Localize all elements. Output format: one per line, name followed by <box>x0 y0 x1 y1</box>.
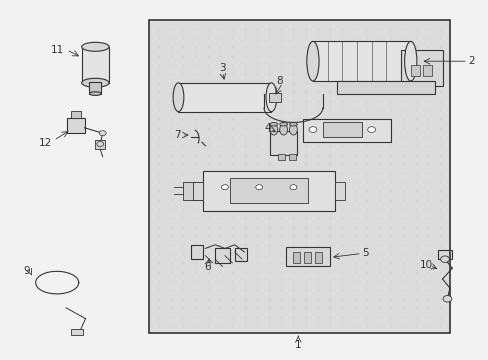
Text: 9: 9 <box>23 266 30 276</box>
Text: 1: 1 <box>294 340 301 350</box>
Text: 6: 6 <box>204 262 211 272</box>
Bar <box>183 182 203 200</box>
Bar <box>234 248 246 261</box>
Bar <box>312 41 410 81</box>
Bar <box>289 154 296 160</box>
Text: 8: 8 <box>276 76 283 86</box>
Circle shape <box>308 127 316 132</box>
Bar <box>67 118 84 133</box>
Bar <box>337 81 434 94</box>
Bar <box>229 178 307 203</box>
Circle shape <box>99 131 106 136</box>
Bar <box>149 20 449 333</box>
Circle shape <box>221 185 228 190</box>
Bar <box>400 50 442 86</box>
Ellipse shape <box>173 83 183 112</box>
Text: 7: 7 <box>173 130 180 140</box>
Bar <box>269 131 297 155</box>
Bar <box>149 20 449 333</box>
Bar <box>422 65 431 76</box>
Bar <box>334 182 344 200</box>
Bar <box>277 154 284 160</box>
Text: 3: 3 <box>219 63 225 73</box>
Text: 10: 10 <box>419 260 432 270</box>
Circle shape <box>97 141 103 147</box>
Bar <box>303 119 390 142</box>
Bar <box>314 252 321 263</box>
Circle shape <box>289 185 296 190</box>
Bar <box>178 83 271 112</box>
Ellipse shape <box>279 124 287 135</box>
Ellipse shape <box>89 92 101 95</box>
Bar <box>71 329 83 335</box>
Bar <box>95 140 105 149</box>
Text: 11: 11 <box>51 45 64 55</box>
Bar <box>81 47 109 83</box>
Bar <box>293 252 300 263</box>
Bar <box>410 65 419 76</box>
Bar <box>285 247 329 266</box>
Bar <box>437 250 451 259</box>
Ellipse shape <box>81 42 109 51</box>
Text: 12: 12 <box>39 138 52 148</box>
Ellipse shape <box>306 41 319 81</box>
Ellipse shape <box>265 83 276 112</box>
Ellipse shape <box>404 41 416 81</box>
Bar <box>89 82 101 94</box>
Circle shape <box>442 296 451 302</box>
Bar <box>193 182 203 200</box>
Ellipse shape <box>269 122 277 126</box>
Bar <box>190 245 203 259</box>
Ellipse shape <box>81 78 109 87</box>
Ellipse shape <box>289 124 297 135</box>
Bar <box>215 248 229 263</box>
Circle shape <box>367 127 375 132</box>
Bar <box>71 111 81 118</box>
Bar <box>322 122 361 137</box>
Circle shape <box>440 256 448 262</box>
Bar <box>304 252 310 263</box>
Circle shape <box>255 185 262 190</box>
Text: 5: 5 <box>362 248 368 258</box>
Ellipse shape <box>289 122 297 126</box>
Text: 2: 2 <box>468 56 474 66</box>
Bar <box>203 171 334 211</box>
Bar <box>268 93 281 102</box>
Ellipse shape <box>269 124 277 135</box>
Text: 4: 4 <box>264 123 270 133</box>
Ellipse shape <box>279 122 287 126</box>
